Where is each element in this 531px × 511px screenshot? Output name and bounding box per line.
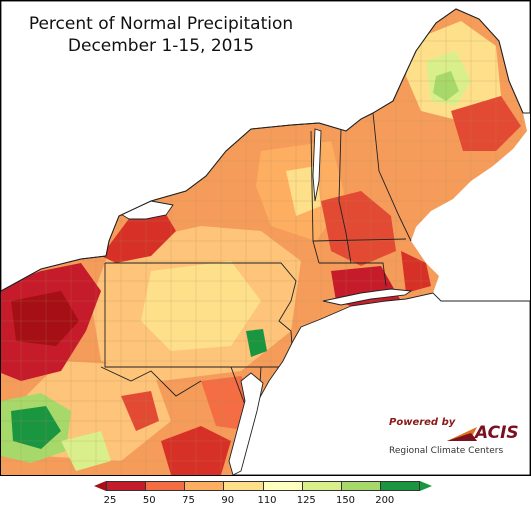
legend-tick-label: 110 [257,495,277,506]
state-boundaries [100,112,412,422]
legend-segment [341,482,381,490]
title-line-1: Percent of Normal Precipitation [28,14,294,34]
swoosh-icon [447,427,477,441]
precipitation-map [1,1,530,475]
above-range-arrow-icon [420,481,432,491]
map-frame: Percent of Normal Precipitation December… [0,0,531,476]
legend-tick-label: 75 [182,495,195,506]
legend-segment [302,482,342,490]
powered-by-label: Powered by [389,417,456,428]
legend-colorbar [106,481,420,491]
legend-tick-label: 50 [142,495,156,506]
legend-tick-label: 25 [103,495,117,506]
legend-tick-label: 125 [296,495,316,506]
title-line-2: December 1-15, 2015 [67,36,255,56]
acis-brand: ACIS [475,423,519,443]
acis-logo: Powered by ACIS Regional Climate Centers [385,415,525,459]
legend-segment [380,482,419,490]
legend-segment [146,482,186,490]
legend-tick-label: 200 [375,495,395,506]
map-title: Percent of Normal Precipitation December… [1,13,321,57]
legend-segment [263,482,303,490]
color-legend: 25 50 75 90 110 125 150 200 [92,479,437,509]
legend-segment [224,482,264,490]
legend-tick-label: 150 [335,495,356,506]
legend-segment [107,482,147,490]
water-bodies [1,1,530,475]
below-range-arrow-icon [94,481,106,491]
coastline [1,1,530,292]
legend-tick-label: 90 [221,495,235,506]
acis-subtitle: Regional Climate Centers [389,446,504,456]
legend-segment [185,482,225,490]
